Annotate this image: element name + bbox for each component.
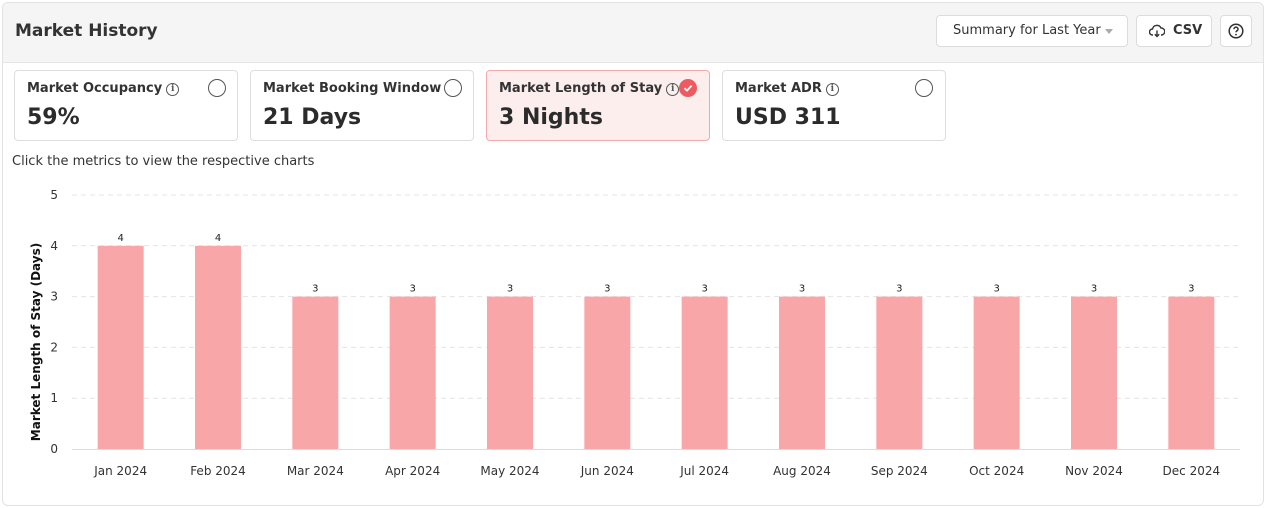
metric-radio[interactable] xyxy=(444,79,462,97)
metric-label: Market Length of Stay xyxy=(499,81,663,96)
y-tick-label: 2 xyxy=(50,340,58,354)
data-label: 3 xyxy=(799,284,805,295)
info-icon[interactable]: i xyxy=(666,83,680,96)
x-tick-label: Dec 2024 xyxy=(1163,464,1221,478)
metric-value: 21 Days xyxy=(263,105,362,130)
x-tick-label: Jun 2024 xyxy=(580,464,634,478)
bar xyxy=(973,296,1020,449)
metric-card-occupancy[interactable]: Market Occupancy i 59% xyxy=(14,70,238,141)
help-icon xyxy=(1228,23,1244,39)
metric-label: Market Booking Window xyxy=(263,81,442,96)
data-label: 3 xyxy=(1091,284,1097,295)
bar xyxy=(876,296,923,449)
bar xyxy=(584,296,631,449)
data-label: 4 xyxy=(215,233,221,244)
period-select[interactable]: Summary for Last Year xyxy=(936,15,1128,47)
metric-label: Market Occupancy xyxy=(27,81,163,96)
chart-hint: Click the metrics to view the respective… xyxy=(12,154,315,169)
bar xyxy=(681,296,728,449)
y-axis-label: Market Length of Stay (Days) xyxy=(29,243,43,441)
x-tick-label: Aug 2024 xyxy=(773,464,831,478)
metric-card-length-of-stay[interactable]: Market Length of Stay i 3 Nights xyxy=(486,70,710,141)
x-tick-label: Jan 2024 xyxy=(93,464,147,478)
y-tick-label: 1 xyxy=(50,391,58,405)
x-tick-label: May 2024 xyxy=(480,464,539,478)
x-tick-label: Sep 2024 xyxy=(871,464,928,478)
x-tick-label: Nov 2024 xyxy=(1065,464,1123,478)
bar xyxy=(97,245,144,449)
bar xyxy=(1071,296,1117,449)
chevron-down-icon xyxy=(1105,29,1113,34)
data-label: 3 xyxy=(701,284,707,295)
data-label: 3 xyxy=(1188,284,1194,295)
info-icon[interactable]: i xyxy=(166,83,180,96)
data-label: 3 xyxy=(312,284,318,295)
data-label: 3 xyxy=(409,284,415,295)
metric-radio[interactable] xyxy=(915,79,933,97)
x-tick-label: Apr 2024 xyxy=(385,464,440,478)
bar xyxy=(1168,296,1215,449)
x-tick-label: Feb 2024 xyxy=(190,464,246,478)
bar xyxy=(779,296,825,449)
period-select-value: Summary for Last Year xyxy=(953,23,1101,38)
data-label: 4 xyxy=(117,233,123,244)
metric-value: USD 311 xyxy=(735,105,841,130)
csv-button-label: CSV xyxy=(1173,23,1203,38)
y-tick-label: 0 xyxy=(50,442,58,456)
bar xyxy=(195,245,241,449)
x-tick-label: Oct 2024 xyxy=(969,464,1024,478)
help-button[interactable] xyxy=(1220,15,1252,47)
metric-value: 59% xyxy=(27,105,80,130)
y-tick-label: 4 xyxy=(50,239,58,253)
info-icon[interactable]: i xyxy=(825,83,839,96)
x-tick-label: Jul 2024 xyxy=(679,464,729,478)
metric-radio[interactable] xyxy=(208,79,226,97)
check-icon xyxy=(683,84,693,92)
card-header: Market History Summary for Last Year CSV xyxy=(3,3,1263,63)
metric-label: Market ADR xyxy=(735,81,822,96)
data-label: 3 xyxy=(604,284,610,295)
x-tick-label: Mar 2024 xyxy=(287,464,344,478)
bar xyxy=(487,296,533,449)
data-label: 3 xyxy=(896,284,902,295)
data-label: 3 xyxy=(507,284,513,295)
cloud-download-icon xyxy=(1149,24,1165,38)
bar xyxy=(292,296,339,449)
csv-download-button[interactable]: CSV xyxy=(1136,15,1212,47)
metric-card-adr[interactable]: Market ADR i USD 311 xyxy=(722,70,946,141)
y-tick-label: 3 xyxy=(50,290,58,304)
page-title: Market History xyxy=(15,21,158,41)
data-label: 3 xyxy=(993,284,999,295)
metric-radio-checked[interactable] xyxy=(679,79,697,97)
y-tick-label: 5 xyxy=(50,188,58,202)
bar xyxy=(389,296,436,449)
metric-value: 3 Nights xyxy=(499,105,603,130)
metric-card-booking-window[interactable]: Market Booking Windowi 21 Days xyxy=(250,70,474,141)
